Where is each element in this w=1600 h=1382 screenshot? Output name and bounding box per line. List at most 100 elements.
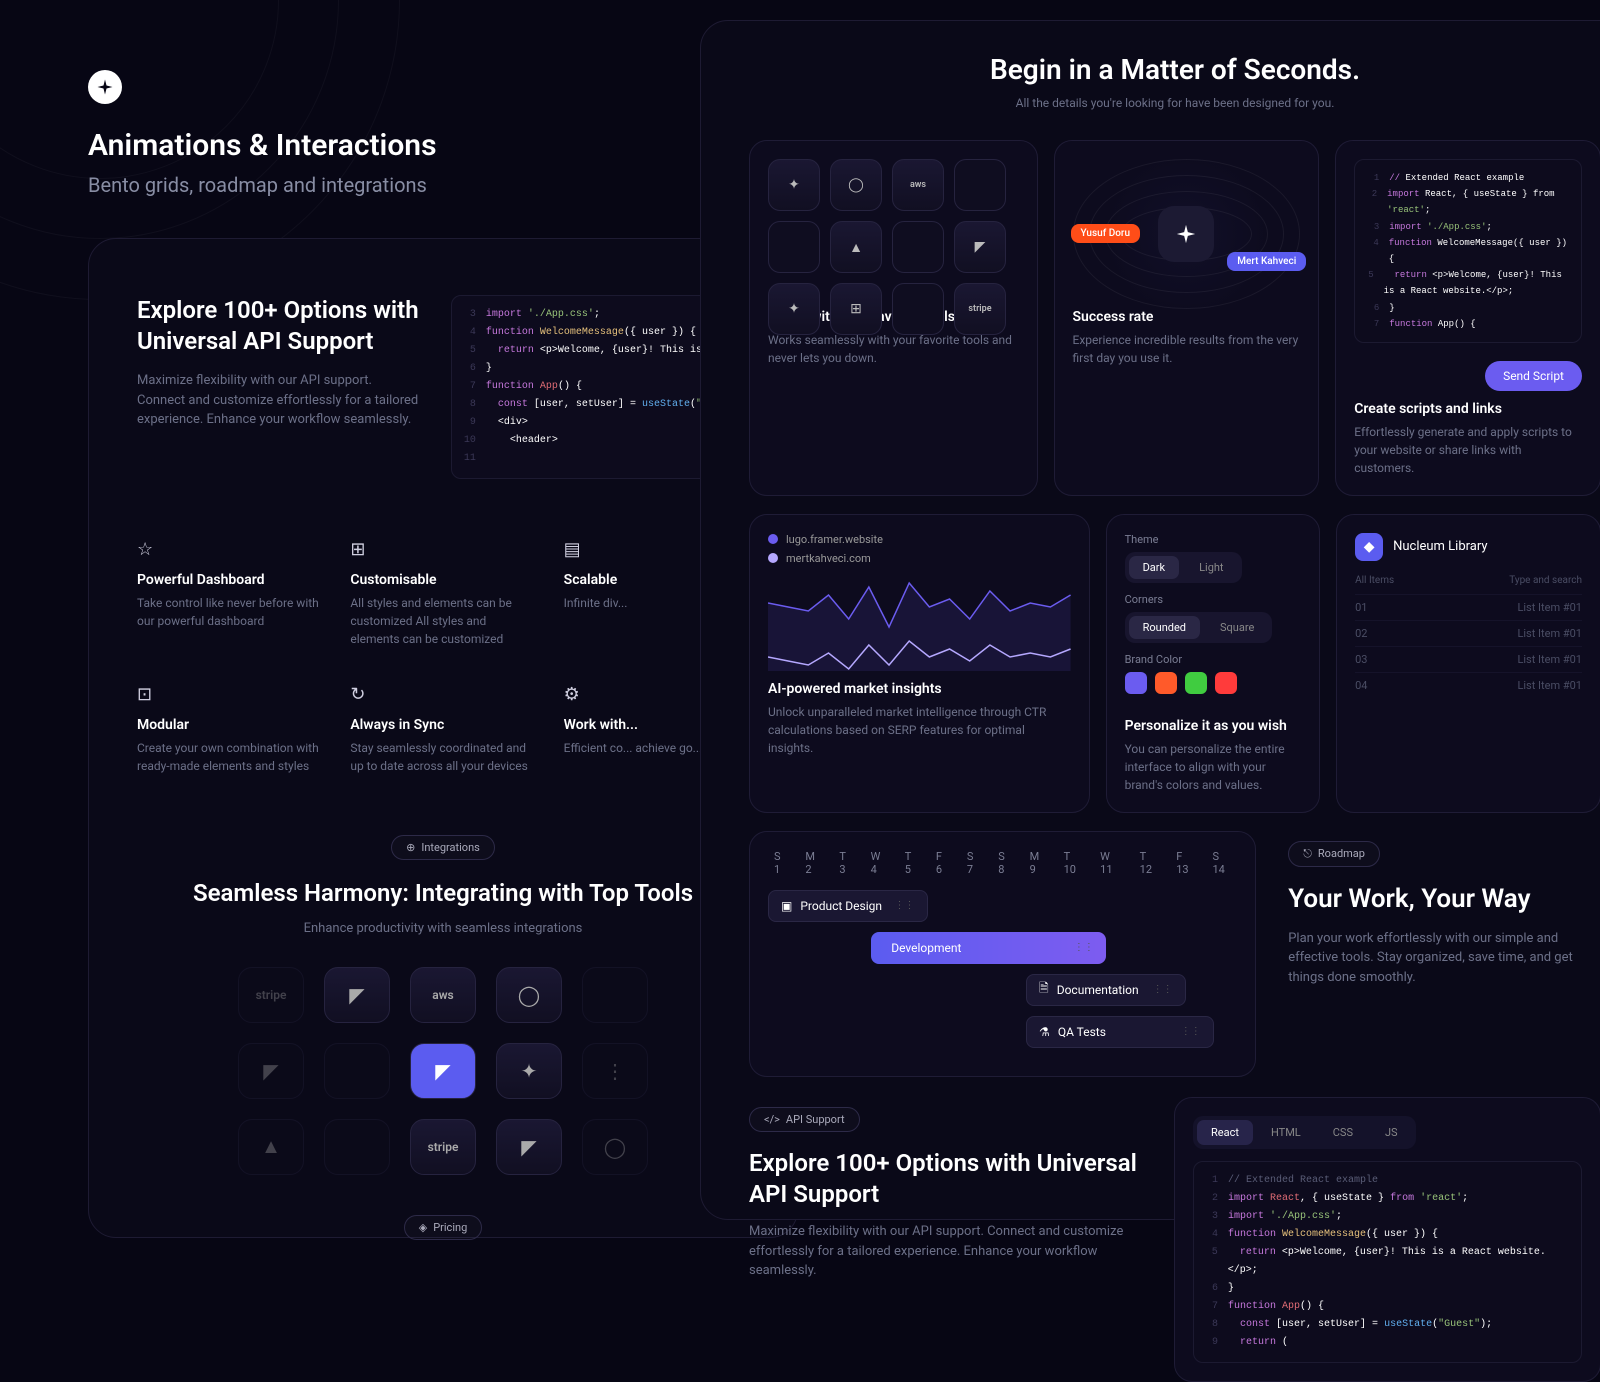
scripts-card: 1// Extended React example2import React,… xyxy=(1335,140,1600,496)
code-tab[interactable]: JS xyxy=(1371,1120,1412,1145)
personalize-card: Theme DarkLight Corners RoundedSquare Br… xyxy=(1106,514,1321,813)
gantt-bar[interactable]: 🗎Documentation⋮⋮ xyxy=(1026,974,1186,1006)
tool-tile[interactable] xyxy=(954,159,1006,211)
library-row[interactable]: 04List Item #01 xyxy=(1355,672,1582,698)
feature-icon: ☆ xyxy=(137,539,322,560)
color-swatch[interactable] xyxy=(1185,672,1207,694)
color-swatch[interactable] xyxy=(1125,672,1147,694)
gantt-chart: ▣Product Design⋮⋮ Development⋮⋮ 🗎Documenta… xyxy=(768,890,1237,1048)
bento-row-1: ✦◯aws▲◤✦⊞stripe Works with your favorite… xyxy=(749,140,1600,496)
right-panel: Begin in a Matter of Seconds. All the de… xyxy=(700,20,1600,1220)
integration-tile[interactable] xyxy=(582,967,648,1023)
personalize-desc: You can personalize the entire interface… xyxy=(1125,740,1302,794)
integrations-title: Seamless Harmony: Integrating with Top T… xyxy=(137,878,749,909)
tool-tile[interactable]: stripe xyxy=(954,283,1006,335)
integration-tile[interactable]: ◯ xyxy=(582,1119,648,1175)
integration-tile[interactable]: stripe xyxy=(410,1119,476,1175)
roadmap-badge: ⎋ Roadmap xyxy=(1288,841,1380,867)
brand-swatches[interactable] xyxy=(1125,672,1302,694)
gantt-bar[interactable]: Development⋮⋮ xyxy=(871,932,1106,964)
code-tab[interactable]: React xyxy=(1197,1120,1253,1145)
gantt-icon: ▣ xyxy=(781,899,792,913)
timeline-header: S 1M 2T 3W 4T 5F 6S 7S 8M 9T 10W 11T 12F… xyxy=(768,850,1237,876)
tool-tile[interactable]: ✦ xyxy=(768,159,820,211)
insights-desc: Unlock unparalleled market intelligence … xyxy=(768,703,1071,757)
tool-tile[interactable] xyxy=(768,221,820,273)
code-tab[interactable]: CSS xyxy=(1319,1120,1367,1145)
send-script-button[interactable]: Send Script xyxy=(1485,361,1582,391)
library-row[interactable]: 03List Item #01 xyxy=(1355,646,1582,672)
explore-title: Explore 100+ Options with Universal API … xyxy=(137,295,421,357)
integration-tile[interactable]: ◤ xyxy=(410,1043,476,1099)
gantt-card: S 1M 2T 3W 4T 5F 6S 7S 8M 9T 10W 11T 12F… xyxy=(749,831,1256,1077)
feature-icon: ↻ xyxy=(350,684,535,705)
tool-tile[interactable]: ◤ xyxy=(954,221,1006,273)
integration-tile[interactable]: ⋮ xyxy=(582,1043,648,1099)
library-title: Nucleum Library xyxy=(1393,539,1487,554)
legend-2: mertkahveci.com xyxy=(786,552,871,565)
roadmap-title: Your Work, Your Way xyxy=(1288,883,1600,917)
theme-toggle[interactable]: DarkLight xyxy=(1125,552,1242,583)
api-title: Explore 100+ Options with Universal API … xyxy=(749,1148,1138,1210)
tool-tile[interactable] xyxy=(892,221,944,273)
color-swatch[interactable] xyxy=(1155,672,1177,694)
tool-tile[interactable]: aws xyxy=(892,159,944,211)
feature-item: ☆Powerful DashboardTake control like nev… xyxy=(137,539,322,648)
api-desc: Maximize flexibility with our API suppor… xyxy=(749,1222,1138,1281)
segment-option[interactable]: Rounded xyxy=(1129,616,1200,639)
library-row[interactable]: 01List Item #01 xyxy=(1355,594,1582,620)
scripts-desc: Effortlessly generate and apply scripts … xyxy=(1354,423,1582,477)
tools-card: ✦◯aws▲◤✦⊞stripe Works with your favorite… xyxy=(749,140,1038,496)
integration-tile[interactable]: aws xyxy=(410,967,476,1023)
user-pill-2: Mert Kahveci xyxy=(1227,252,1306,271)
color-swatch[interactable] xyxy=(1215,672,1237,694)
feature-grid: ☆Powerful DashboardTake control like nev… xyxy=(137,539,749,775)
integrations-grid: stripe ◤ aws ◯ ◤ ◤ ✦ ⋮ ▲ stripe ◤ ◯ xyxy=(137,967,749,1175)
integration-tile[interactable]: stripe xyxy=(238,967,304,1023)
left-panel: Explore 100+ Options with Universal API … xyxy=(88,238,798,1238)
success-desc: Experience incredible results from the v… xyxy=(1073,331,1301,367)
page-subtitle: Bento grids, roadmap and integrations xyxy=(88,173,437,197)
tools-desc: Works seamlessly with your favorite tool… xyxy=(768,331,1019,367)
integration-tile[interactable]: ▲ xyxy=(238,1119,304,1175)
integration-tile[interactable]: ◯ xyxy=(496,967,562,1023)
user-pill-1: Yusuf Doru xyxy=(1071,224,1141,243)
gantt-icon: ⚗ xyxy=(1039,1025,1050,1039)
gantt-bar[interactable]: ▣Product Design⋮⋮ xyxy=(768,890,928,922)
roadmap-text: ⎋ Roadmap Your Work, Your Way Plan your … xyxy=(1272,831,1600,987)
library-row[interactable]: 02List Item #01 xyxy=(1355,620,1582,646)
roadmap-desc: Plan your work effortlessly with our sim… xyxy=(1288,929,1600,988)
personalize-title: Personalize it as you wish xyxy=(1125,718,1302,734)
integration-tile[interactable] xyxy=(324,1119,390,1175)
api-badge: </> API Support xyxy=(749,1107,860,1132)
tool-tile[interactable]: ◯ xyxy=(830,159,882,211)
tool-tile[interactable]: ▲ xyxy=(830,221,882,273)
hero: Begin in a Matter of Seconds. All the de… xyxy=(749,53,1600,112)
integration-tile[interactable]: ◤ xyxy=(324,967,390,1023)
corners-toggle[interactable]: Rounded Square xyxy=(1125,612,1273,643)
page-title: Animations & Interactions xyxy=(88,128,437,163)
code-tabs[interactable]: ReactHTMLCSSJS xyxy=(1193,1116,1416,1149)
explore-desc: Maximize flexibility with our API suppor… xyxy=(137,371,421,430)
legend-1: lugo.framer.website xyxy=(786,533,883,546)
integration-tile[interactable]: ✦ xyxy=(496,1043,562,1099)
code-tab[interactable]: HTML xyxy=(1257,1120,1315,1145)
tool-tile[interactable]: ✦ xyxy=(768,283,820,335)
gantt-bar[interactable]: ⚗QA Tests⋮⋮ xyxy=(1026,1016,1214,1048)
feature-icon: ⊞ xyxy=(350,539,535,560)
tool-tile[interactable] xyxy=(892,283,944,335)
api-text: </> API Support Explore 100+ Options wit… xyxy=(749,1097,1158,1281)
segment-option[interactable]: Light xyxy=(1185,556,1237,579)
library-card: ◆ Nucleum Library All Items Type and sea… xyxy=(1336,514,1600,813)
integration-tile[interactable] xyxy=(324,1043,390,1099)
feature-item: ↻Always in SyncStay seamlessly coordinat… xyxy=(350,684,535,775)
segment-option[interactable]: Square xyxy=(1206,616,1268,639)
bento-row-2: lugo.framer.website mertkahveci.com AI-p… xyxy=(749,514,1600,813)
tool-tile[interactable]: ⊞ xyxy=(830,283,882,335)
integration-tile[interactable]: ◤ xyxy=(238,1043,304,1099)
integration-tile[interactable]: ◤ xyxy=(496,1119,562,1175)
segment-option[interactable]: Dark xyxy=(1129,556,1180,579)
line-chart xyxy=(768,571,1071,671)
integrations-sub: Enhance productivity with seamless integ… xyxy=(137,919,749,939)
feature-item: ⊞CustomisableAll styles and elements can… xyxy=(350,539,535,648)
